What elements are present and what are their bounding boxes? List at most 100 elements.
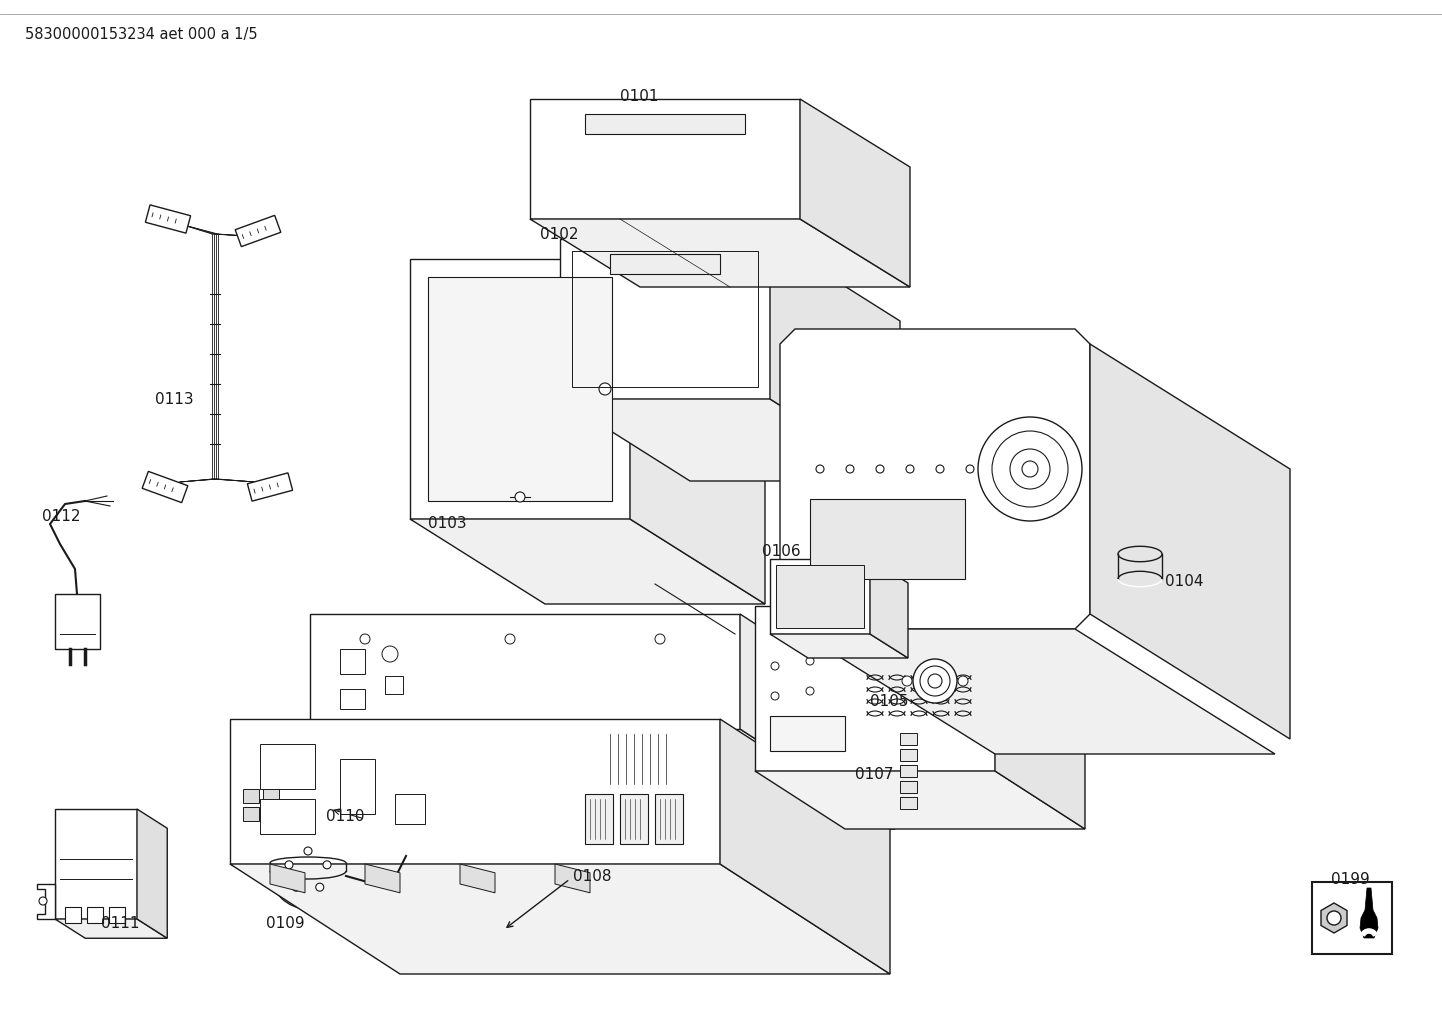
- Polygon shape: [37, 884, 55, 919]
- Polygon shape: [756, 771, 1084, 829]
- Circle shape: [270, 833, 346, 909]
- Polygon shape: [248, 473, 293, 501]
- Text: 0102: 0102: [539, 227, 578, 242]
- Circle shape: [936, 465, 945, 473]
- Circle shape: [1009, 449, 1050, 489]
- Polygon shape: [340, 689, 365, 709]
- Polygon shape: [310, 729, 895, 829]
- Polygon shape: [900, 749, 917, 761]
- Polygon shape: [900, 797, 917, 809]
- Polygon shape: [1334, 911, 1347, 925]
- Circle shape: [906, 465, 914, 473]
- Text: 0106: 0106: [761, 544, 800, 559]
- Circle shape: [1327, 911, 1341, 925]
- Text: 0113: 0113: [154, 391, 193, 407]
- Polygon shape: [559, 399, 900, 481]
- Circle shape: [875, 465, 884, 473]
- Polygon shape: [620, 794, 647, 844]
- Circle shape: [846, 465, 854, 473]
- Polygon shape: [780, 329, 1090, 629]
- Polygon shape: [137, 809, 167, 938]
- Circle shape: [913, 659, 957, 703]
- Polygon shape: [238, 763, 293, 832]
- Text: 58300000153234 aet 000 a 1/5: 58300000153234 aet 000 a 1/5: [25, 26, 258, 42]
- Circle shape: [957, 676, 968, 686]
- Text: 0107: 0107: [855, 767, 894, 782]
- Circle shape: [816, 465, 823, 473]
- Polygon shape: [410, 259, 630, 519]
- Polygon shape: [900, 733, 917, 745]
- Polygon shape: [270, 864, 306, 893]
- Polygon shape: [1312, 882, 1392, 954]
- Circle shape: [655, 634, 665, 644]
- Circle shape: [304, 847, 311, 855]
- Polygon shape: [231, 864, 890, 974]
- Text: 0103: 0103: [428, 516, 467, 531]
- Polygon shape: [460, 864, 495, 893]
- Polygon shape: [385, 676, 402, 694]
- Polygon shape: [555, 864, 590, 893]
- Polygon shape: [900, 781, 917, 793]
- Polygon shape: [410, 519, 766, 604]
- Circle shape: [771, 692, 779, 700]
- Polygon shape: [559, 239, 770, 399]
- Polygon shape: [238, 832, 322, 849]
- Polygon shape: [143, 472, 187, 502]
- Text: 0111: 0111: [101, 916, 140, 931]
- Circle shape: [598, 383, 611, 395]
- Circle shape: [323, 861, 332, 869]
- Circle shape: [293, 883, 300, 892]
- Bar: [55, 594, 99, 649]
- Polygon shape: [310, 614, 740, 729]
- Circle shape: [286, 861, 293, 869]
- Polygon shape: [293, 763, 322, 849]
- Circle shape: [920, 666, 950, 696]
- Text: 0110: 0110: [326, 809, 365, 824]
- Text: 0108: 0108: [572, 869, 611, 884]
- Polygon shape: [340, 759, 375, 814]
- Circle shape: [382, 646, 398, 662]
- Circle shape: [771, 662, 779, 671]
- Polygon shape: [262, 789, 278, 803]
- Polygon shape: [260, 799, 314, 834]
- Polygon shape: [1334, 903, 1347, 918]
- Polygon shape: [770, 716, 845, 751]
- Polygon shape: [244, 807, 260, 821]
- Polygon shape: [1360, 888, 1379, 938]
- Polygon shape: [340, 649, 365, 674]
- Circle shape: [992, 431, 1069, 507]
- Polygon shape: [900, 765, 917, 777]
- Circle shape: [966, 465, 973, 473]
- Polygon shape: [1321, 918, 1334, 933]
- Polygon shape: [262, 807, 278, 821]
- Polygon shape: [810, 499, 965, 579]
- Polygon shape: [234, 741, 322, 788]
- Text: 0105: 0105: [870, 694, 908, 709]
- Polygon shape: [770, 634, 908, 658]
- Text: 0199: 0199: [1331, 872, 1370, 887]
- Circle shape: [505, 634, 515, 644]
- Polygon shape: [55, 919, 167, 938]
- Polygon shape: [231, 719, 720, 864]
- Polygon shape: [260, 744, 314, 789]
- Polygon shape: [655, 794, 684, 844]
- Polygon shape: [395, 794, 425, 824]
- Circle shape: [1022, 461, 1038, 477]
- Polygon shape: [585, 794, 613, 844]
- Circle shape: [39, 897, 48, 905]
- Polygon shape: [740, 614, 895, 829]
- Polygon shape: [585, 114, 746, 135]
- Polygon shape: [244, 789, 260, 803]
- Text: 0104: 0104: [1165, 574, 1204, 589]
- Circle shape: [515, 492, 525, 502]
- Polygon shape: [87, 907, 102, 923]
- Text: 0109: 0109: [265, 916, 304, 931]
- Polygon shape: [870, 559, 908, 658]
- Polygon shape: [720, 719, 890, 974]
- Polygon shape: [235, 215, 281, 247]
- Circle shape: [996, 465, 1004, 473]
- Polygon shape: [630, 259, 766, 604]
- Polygon shape: [1321, 903, 1334, 918]
- Polygon shape: [531, 219, 910, 287]
- Polygon shape: [610, 254, 720, 274]
